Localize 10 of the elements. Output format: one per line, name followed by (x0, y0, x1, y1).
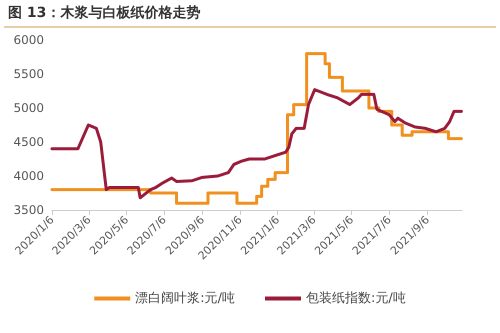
y-tick-label: 4500 (13, 135, 44, 149)
legend-label: 包装纸指数:元/吨 (306, 291, 406, 306)
y-tick-label: 3500 (13, 203, 44, 217)
y-tick-label: 4000 (13, 169, 44, 183)
legend-label: 漂白阔叶浆:元/吨 (135, 291, 236, 306)
line-series (50, 88, 463, 200)
chart-title: 图 13：木浆与白板纸价格走势 (8, 4, 200, 22)
y-tick-label: 5000 (13, 101, 44, 115)
y-tick-label: 5500 (13, 67, 44, 81)
y-tick-label: 6000 (13, 33, 44, 47)
